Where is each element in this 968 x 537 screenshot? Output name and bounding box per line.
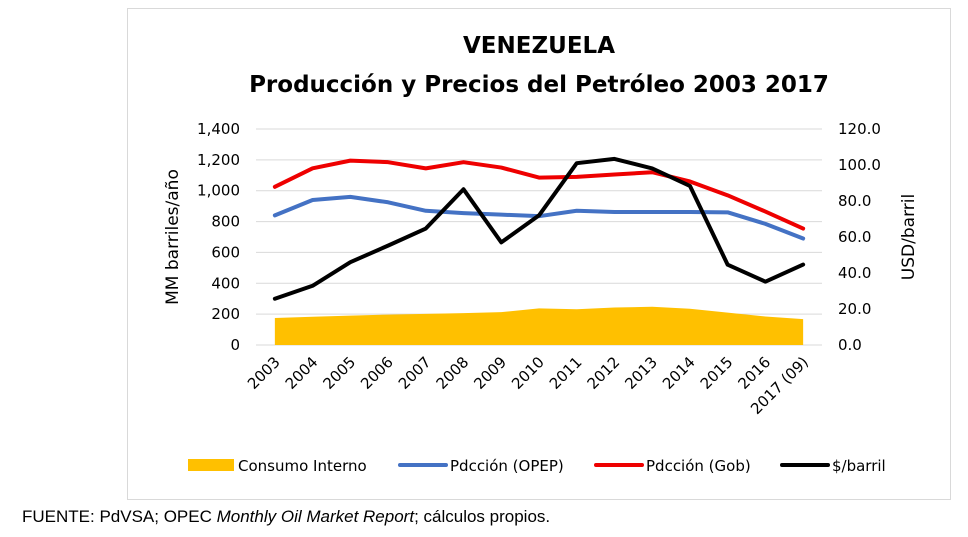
chart-title: VENEZUELA bbox=[463, 33, 615, 59]
line-series-barril bbox=[272, 156, 806, 301]
source-report-title: Monthly Oil Market Report bbox=[216, 507, 415, 526]
area-series-consumo-interno bbox=[274, 306, 804, 345]
source-note: FUENTE: PdVSA; OPEC Monthly Oil Market R… bbox=[22, 507, 550, 527]
legend-label: Pdcción (OPEP) bbox=[450, 457, 564, 475]
y-tick-label: 1,000 bbox=[197, 182, 240, 200]
x-tick-label: 2009 bbox=[470, 353, 510, 393]
line-series-layer bbox=[272, 156, 806, 301]
source-prefix: FUENTE: PdVSA; OPEC bbox=[22, 507, 217, 526]
source-suffix: ; cálculos propios. bbox=[414, 507, 551, 526]
x-tick-label: 2012 bbox=[584, 353, 624, 393]
y2-axis-title: USD/barril bbox=[899, 194, 919, 280]
y-axis-title: MM barriles/año bbox=[163, 169, 183, 305]
x-tick-label: 2015 bbox=[697, 353, 737, 393]
y-tick-label: 800 bbox=[211, 213, 240, 231]
x-tick-label: 2011 bbox=[546, 353, 586, 393]
legend-label: $/barril bbox=[832, 457, 886, 475]
legend-swatch-area bbox=[188, 459, 234, 471]
x-tick-label: 2004 bbox=[282, 353, 322, 393]
legend-label: Consumo Interno bbox=[238, 457, 367, 475]
x-tick-label: 2014 bbox=[659, 353, 699, 393]
y-tick-label: 200 bbox=[211, 305, 240, 323]
y2-tick-label: 20.0 bbox=[838, 300, 871, 318]
y-tick-label: 1,200 bbox=[197, 151, 240, 169]
chart-area: VENEZUELA Producción y Precios del Petró… bbox=[127, 8, 951, 500]
y2-tick-label: 40.0 bbox=[838, 264, 871, 282]
chart-subtitle: Producción y Precios del Petróleo 2003 2… bbox=[249, 72, 829, 98]
x-tick-label: 2013 bbox=[621, 353, 661, 393]
line-series-pdcci-n-gob bbox=[272, 158, 806, 231]
y-tick-label: 0 bbox=[230, 336, 240, 354]
chart-svg: VENEZUELA Producción y Precios del Petró… bbox=[163, 33, 919, 475]
y2-tick-label: 60.0 bbox=[838, 228, 871, 246]
x-tick-label: 2003 bbox=[244, 353, 284, 393]
x-tick-label: 2008 bbox=[433, 353, 473, 393]
y-tick-label: 400 bbox=[211, 274, 240, 292]
y2-tick-label: 100.0 bbox=[838, 156, 881, 174]
area-series-layer bbox=[274, 306, 804, 345]
left-axis: 0 200 400 600 800 1,000 1,200 1,400 bbox=[197, 120, 240, 354]
x-tick-label: 2007 bbox=[395, 353, 435, 393]
x-tick-label: 2005 bbox=[319, 353, 359, 393]
y2-tick-label: 120.0 bbox=[838, 120, 881, 138]
x-axis: 2003200420052006200720082009201020112012… bbox=[244, 353, 812, 418]
right-axis: 0.0 20.0 40.0 60.0 80.0 100.0 120.0 bbox=[838, 120, 881, 354]
x-tick-label: 2006 bbox=[357, 353, 397, 393]
y2-tick-label: 0.0 bbox=[838, 336, 862, 354]
y2-tick-label: 80.0 bbox=[838, 192, 871, 210]
legend: Consumo Interno Pdcción (OPEP) Pdcción (Go… bbox=[188, 457, 886, 475]
x-tick-label: 2010 bbox=[508, 353, 548, 393]
y-tick-label: 600 bbox=[211, 243, 240, 261]
y-tick-label: 1,400 bbox=[197, 120, 240, 138]
legend-label: Pdcción (Gob) bbox=[646, 457, 751, 475]
